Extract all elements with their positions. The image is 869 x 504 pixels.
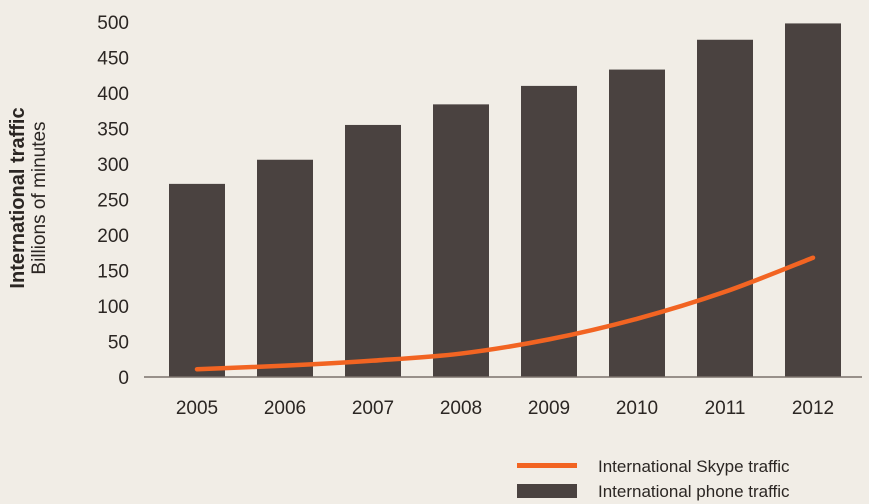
x-tick-label: 2005: [176, 398, 218, 419]
y-tick-label: 100: [97, 297, 129, 318]
phone-traffic-bar: [697, 39, 753, 377]
x-tick-label: 2012: [792, 398, 834, 419]
phone-traffic-bar: [785, 23, 841, 377]
x-axis-ticks: 2005 2006 2007 2008 2009 2010 2011 2012: [176, 398, 834, 419]
y-tick-label: 400: [97, 84, 129, 105]
y-tick-label: 150: [97, 262, 129, 283]
phone-traffic-bar: [609, 69, 665, 377]
y-tick-label: 500: [97, 13, 129, 34]
x-tick-label: 2011: [705, 398, 746, 419]
legend-swatch-skype-line: [517, 463, 577, 468]
phone-traffic-bar: [433, 104, 489, 378]
phone-traffic-bar: [521, 85, 577, 378]
skype-traffic-line: [194, 255, 816, 372]
phone-traffic-bar: [169, 183, 225, 377]
y-axis-subtitle: Billions of minutes: [29, 121, 50, 274]
phone-traffic-bar: [345, 124, 401, 377]
x-tick-label: 2007: [352, 398, 394, 419]
y-tick-label: 0: [118, 368, 129, 389]
y-axis-ticks: 0 50 100 150 200 250 300 350 400 450 500: [97, 13, 129, 389]
y-tick-label: 50: [108, 333, 129, 354]
legend-label: International phone traffic: [598, 482, 790, 501]
y-tick-label: 450: [97, 49, 129, 70]
bar-series: [169, 23, 841, 378]
y-tick-label: 250: [97, 191, 129, 212]
x-tick-label: 2009: [528, 398, 570, 419]
phone-traffic-bar: [257, 159, 313, 377]
legend-label: International Skype traffic: [598, 457, 790, 476]
legend: International Skype traffic International…: [517, 457, 790, 501]
y-tick-label: 350: [97, 120, 129, 141]
x-tick-label: 2010: [616, 398, 658, 419]
x-tick-label: 2008: [440, 398, 482, 419]
y-tick-label: 300: [97, 155, 129, 176]
y-axis-title: International traffic: [7, 107, 29, 288]
y-axis-title-group: International traffic Billions of minute…: [7, 107, 50, 288]
legend-swatch-phone-bar: [517, 484, 577, 498]
y-tick-label: 200: [97, 226, 129, 247]
x-tick-label: 2006: [264, 398, 306, 419]
